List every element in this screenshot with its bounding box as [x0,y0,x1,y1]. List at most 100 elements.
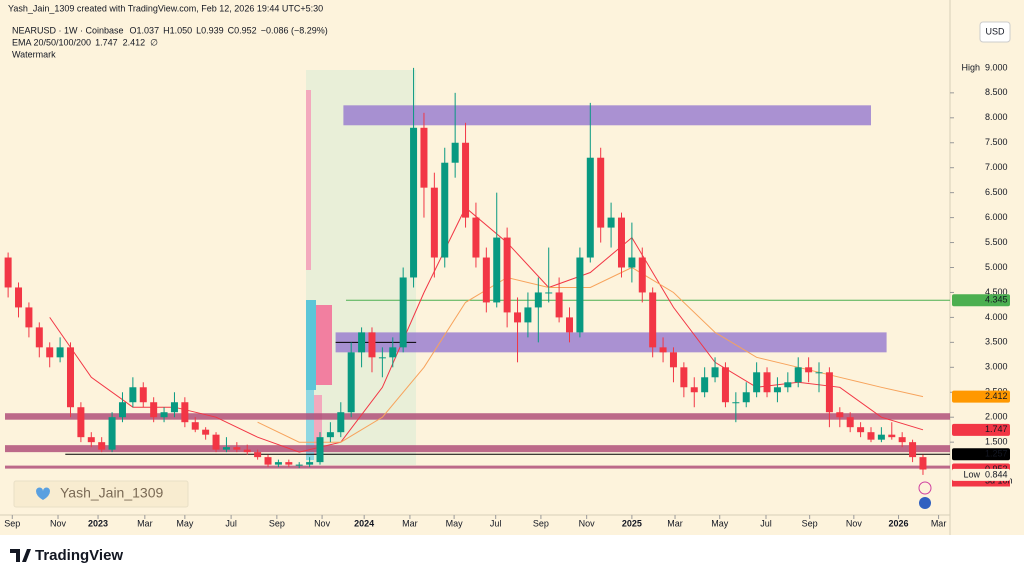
candle-body [254,452,262,458]
x-tick-label: May [446,518,464,528]
candle-body [326,432,334,438]
x-tick-label: Mar [667,518,683,528]
candle-body [669,352,677,368]
x-tick-label: 2025 [622,518,642,528]
y-tick-label: 4.000 [985,312,1008,322]
price-tag: Low [963,469,980,479]
candle-body [399,277,407,348]
x-tick-label: Mar [931,518,947,528]
price-label: 0.844 [985,469,1008,479]
price-label-box [952,61,1010,74]
heart-icon [36,487,50,500]
y-tick-label: 6.000 [985,212,1008,222]
candle-body [867,432,875,440]
change: −0.086 (−8.29%) [261,25,328,35]
profile-bar [306,390,314,460]
candle-body [524,307,532,323]
y-tick-label: 5.500 [985,237,1008,247]
x-tick-label: Nov [50,518,67,528]
countdown-box [952,475,1010,487]
candle-body [649,292,657,348]
candle-body [410,127,418,278]
candle-body [202,429,210,435]
candle-body [35,327,43,348]
candle-body [462,142,470,218]
candle-body [597,157,605,228]
candle-body [451,142,459,163]
candle-body [493,237,501,303]
zone [5,413,950,420]
candle-body [482,257,490,303]
badge [13,480,189,508]
x-tick-label: Jul [490,518,502,528]
volume-profile-area [306,70,416,465]
candle-body [98,442,106,450]
candle-body [66,347,74,408]
candle-body [898,437,906,443]
currency-button[interactable] [979,21,1011,43]
x-tick-label: Mar [137,518,153,528]
y-tick-label: 8.000 [985,112,1008,122]
candle-body [628,257,636,268]
y-tick-label: 4.500 [985,287,1008,297]
price-label: 1.747 [985,424,1008,434]
ohlc-key: H [163,25,170,35]
candle-body [815,372,823,374]
candle-body [711,367,719,378]
ohlc-key: O [130,25,137,35]
candle-body [4,257,12,288]
y-tick-label: 5.000 [985,262,1008,272]
candle-body [420,127,428,188]
ohlc-value: 0.952 [234,25,257,35]
x-tick-label: Jul [760,518,772,528]
y-tick-label: 8.500 [985,87,1008,97]
candle-body [805,367,813,373]
candle-body [56,347,64,358]
x-tick-label: 2026 [889,518,909,528]
profile-bar [306,90,311,270]
event-icon[interactable] [918,481,932,495]
candle-body [160,412,168,418]
candle-body [358,332,366,353]
candle-body [607,217,615,228]
footer-text: TradingView [35,547,123,564]
profile-bar [314,395,322,455]
x-tick-label: Mar [402,518,418,528]
badge-text: Yash_Jain_1309 [60,485,163,501]
candle-body [441,162,449,258]
candle-body [108,417,116,450]
candle-body [909,442,917,458]
candle-body [617,217,625,268]
x-tick-label: Sep [269,518,285,528]
price-label-box [952,448,1010,461]
candle-body [638,257,646,293]
candle-body [555,292,563,318]
candle-body [888,434,896,438]
candle-body [264,457,272,465]
candle-body [680,367,688,388]
candle-body [181,402,189,423]
candle-body [212,434,220,450]
candle-body [243,449,251,453]
x-tick-label: Nov [314,518,331,528]
candle-body [877,434,885,440]
candle-body [170,402,178,413]
flag-icon[interactable] [919,497,931,509]
candle-body [118,402,126,418]
x-tick-label: Sep [4,518,20,528]
candle-body [46,347,54,358]
candle-body [846,417,854,428]
candle-body [347,352,355,413]
candle-body [545,292,553,294]
candle-body [721,367,729,403]
candle-body [337,412,345,433]
candle-body [430,187,438,258]
symbol: NEARUSD · 1W · Coinbase [12,25,124,35]
x-tick-label: Nov [846,518,863,528]
candle-body [139,387,147,403]
candle-body [753,372,761,393]
price-label-box [952,468,1010,481]
candle-body [586,157,594,258]
candle-body [274,462,282,465]
